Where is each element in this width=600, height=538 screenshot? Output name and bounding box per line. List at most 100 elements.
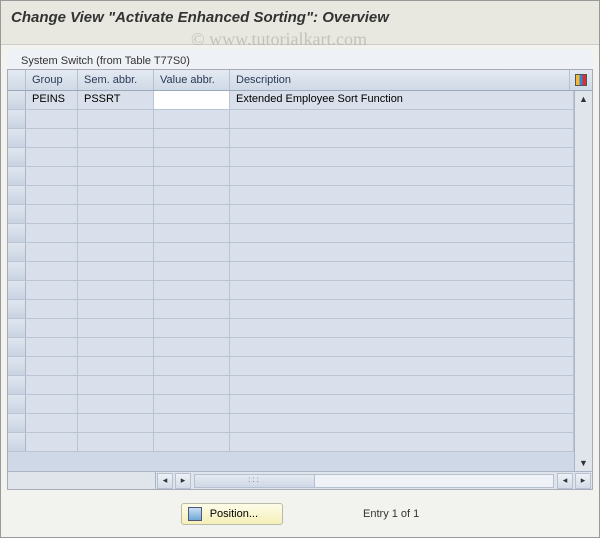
cell-sem-abbr [78,148,154,166]
col-header-group[interactable]: Group [26,70,78,90]
hscroll-track[interactable]: ::: [194,474,554,488]
configure-columns-button[interactable] [570,70,592,90]
horizontal-scrollbar-row: ◂ ▸ ::: ◂ ▸ [8,471,592,489]
table-row[interactable] [8,205,592,224]
cell-description: Extended Employee Sort Function [230,91,574,109]
scroll-up-icon[interactable]: ▲ [576,91,592,107]
cell-group [26,148,78,166]
cell-sem-abbr [78,319,154,337]
table-row[interactable] [8,224,592,243]
table-row[interactable] [8,281,592,300]
cell-group [26,262,78,280]
cell-sem-abbr [78,338,154,356]
table-row[interactable] [8,395,592,414]
cell-group [26,243,78,261]
table-row[interactable] [8,110,592,129]
row-selector[interactable] [8,262,26,280]
col-header-sem-abbr[interactable]: Sem. abbr. [78,70,154,90]
cell-value-abbr [154,357,230,375]
table-row[interactable] [8,129,592,148]
cell-description [230,395,574,413]
table-row[interactable]: PEINSPSSRTExtended Employee Sort Functio… [8,91,592,110]
table-row[interactable] [8,357,592,376]
scroll-down-icon[interactable]: ▼ [576,455,592,471]
row-selector[interactable] [8,433,26,451]
cell-value-abbr [154,129,230,147]
position-button[interactable]: Position... [181,503,283,525]
cell-description [230,262,574,280]
cell-description [230,414,574,432]
table-row[interactable] [8,414,592,433]
cell-group [26,186,78,204]
row-selector[interactable] [8,148,26,166]
table-row[interactable] [8,300,592,319]
cell-value-abbr [154,243,230,261]
table-row[interactable] [8,376,592,395]
cell-sem-abbr [78,205,154,223]
scroll-first-button[interactable]: ◂ [157,473,173,489]
table-row[interactable] [8,243,592,262]
row-selector[interactable] [8,186,26,204]
row-selector[interactable] [8,414,26,432]
row-selector[interactable] [8,167,26,185]
table-row[interactable] [8,186,592,205]
title-bar: Change View "Activate Enhanced Sorting":… [1,1,599,45]
table-row[interactable] [8,148,592,167]
scroll-last-button[interactable]: ▸ [575,473,591,489]
table-row[interactable] [8,262,592,281]
table-row[interactable] [8,319,592,338]
cell-description [230,376,574,394]
cell-group [26,281,78,299]
cell-value-abbr[interactable] [154,91,230,109]
row-selector[interactable] [8,91,26,109]
cell-value-abbr [154,414,230,432]
position-button-label: Position... [210,508,258,520]
cell-sem-abbr [78,243,154,261]
table-row[interactable] [8,433,592,452]
table-row[interactable] [8,338,592,357]
row-selector[interactable] [8,281,26,299]
scroll-right-button[interactable]: ◂ [557,473,573,489]
cell-group [26,414,78,432]
row-selector[interactable] [8,205,26,223]
hscroll-thumb[interactable]: ::: [195,475,315,487]
row-selector[interactable] [8,376,26,394]
cell-sem-abbr [78,357,154,375]
cell-sem-abbr [78,262,154,280]
cell-sem-abbr [78,186,154,204]
cell-value-abbr [154,281,230,299]
row-selector[interactable] [8,110,26,128]
cell-sem-abbr [78,281,154,299]
row-selector[interactable] [8,129,26,147]
cell-value-abbr [154,110,230,128]
cell-group [26,376,78,394]
cell-description [230,224,574,242]
row-selector[interactable] [8,300,26,318]
cell-description [230,338,574,356]
table-row[interactable] [8,167,592,186]
row-selector[interactable] [8,338,26,356]
vertical-scrollbar[interactable]: ▲ ▼ [574,91,592,471]
row-selector[interactable] [8,224,26,242]
scroll-left-button[interactable]: ▸ [175,473,191,489]
cell-description [230,357,574,375]
cell-sem-abbr [78,129,154,147]
cell-description [230,167,574,185]
cell-sem-abbr: PSSRT [78,91,154,109]
row-selector[interactable] [8,357,26,375]
entry-counter: Entry 1 of 1 [363,508,419,520]
col-header-value-abbr[interactable]: Value abbr. [154,70,230,90]
row-selector[interactable] [8,243,26,261]
cell-sem-abbr [78,414,154,432]
cell-value-abbr [154,262,230,280]
grid-header-row: Group Sem. abbr. Value abbr. Description [8,70,592,91]
cell-description [230,205,574,223]
row-selector[interactable] [8,395,26,413]
row-selector-header [8,70,26,90]
cell-value-abbr [154,148,230,166]
cell-sem-abbr [78,224,154,242]
cell-description [230,148,574,166]
cell-value-abbr [154,167,230,185]
col-header-description[interactable]: Description [230,70,570,90]
row-selector[interactable] [8,319,26,337]
